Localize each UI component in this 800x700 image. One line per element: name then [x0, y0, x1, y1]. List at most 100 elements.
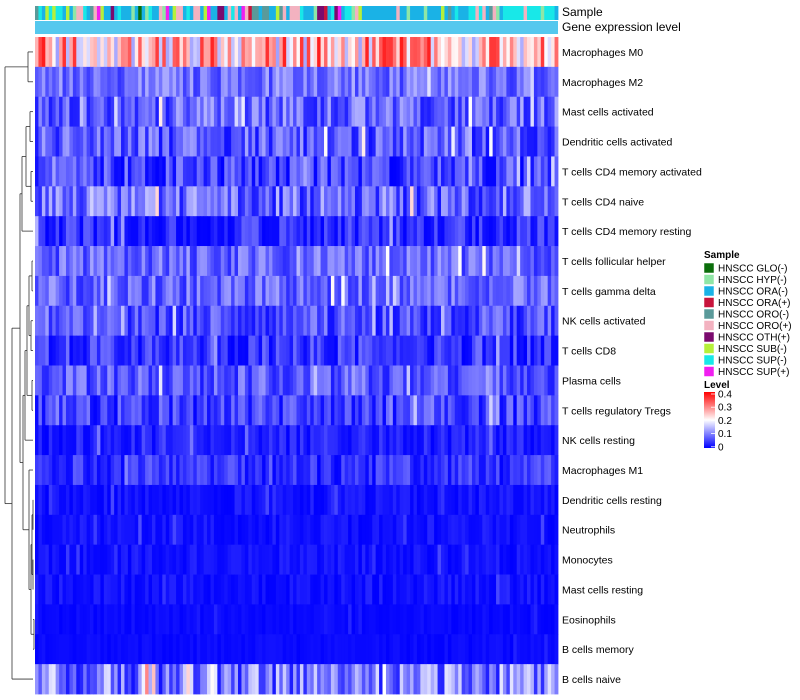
heatmap-cell — [430, 574, 435, 605]
heatmap-cell — [475, 246, 480, 277]
heatmap-cell — [306, 246, 311, 277]
heatmap-cell — [382, 604, 387, 635]
heatmap-cell — [100, 275, 105, 307]
heatmap-cell — [162, 156, 167, 187]
heatmap-cell — [544, 96, 549, 127]
heatmap-cell — [413, 544, 418, 575]
heatmap-cell — [327, 604, 332, 635]
heatmap-cell — [189, 335, 194, 366]
heatmap-cell — [392, 156, 397, 187]
heatmap-cell — [69, 37, 74, 68]
heatmap-cell — [35, 96, 39, 127]
heatmap-cell — [382, 246, 387, 277]
heatmap-cell — [59, 66, 63, 98]
heatmap-cell — [348, 216, 352, 247]
heatmap-cell — [244, 484, 249, 516]
heatmap-cell — [83, 37, 88, 68]
sample-annotation-cell — [465, 6, 469, 20]
heatmap-cell — [482, 37, 487, 68]
heatmap-cell — [361, 544, 366, 575]
heatmap-cell — [244, 186, 249, 217]
heatmap-cell — [121, 664, 125, 695]
heatmap-cell — [434, 96, 438, 127]
heatmap-cell — [399, 335, 404, 366]
heatmap-cell — [465, 216, 469, 247]
heatmap-cell — [103, 484, 108, 516]
heatmap-cell — [262, 365, 266, 396]
heatmap-cell — [279, 186, 284, 217]
sample-annotation-cell — [107, 6, 112, 20]
heatmap-cell — [72, 634, 77, 665]
heatmap-cell — [351, 455, 356, 486]
heatmap-cell — [482, 604, 487, 635]
heatmap-cell — [399, 634, 404, 665]
heatmap-cell — [138, 37, 143, 68]
heatmap-cell — [437, 305, 442, 337]
heatmap-cell — [255, 574, 260, 605]
heatmap-cell — [423, 186, 428, 217]
heatmap-cell — [134, 484, 139, 516]
heatmap-cell — [423, 216, 428, 247]
heatmap-cell — [76, 216, 81, 247]
heatmap-cell — [392, 574, 397, 605]
heatmap-cell — [62, 246, 67, 277]
heatmap-cell — [451, 96, 456, 127]
heatmap-cell — [134, 66, 139, 98]
heatmap-cell — [189, 216, 194, 247]
heatmap-cell — [313, 216, 318, 247]
heatmap-cell — [35, 425, 39, 456]
heatmap-cell — [141, 275, 146, 307]
heatmap-cell — [179, 66, 184, 98]
heatmap-cell — [138, 484, 143, 516]
heatmap-cell — [272, 275, 277, 307]
heatmap-cell — [337, 37, 342, 68]
heatmap-cell — [203, 156, 208, 187]
heatmap-cell — [537, 126, 542, 157]
heatmap-cell — [93, 305, 98, 337]
heatmap-cell — [320, 335, 325, 366]
sample-annotation-cell — [399, 6, 404, 20]
heatmap-cell — [554, 305, 559, 337]
heatmap-cell — [413, 216, 418, 247]
sample-legend-swatch — [703, 343, 715, 354]
heatmap-cell — [513, 126, 518, 157]
heatmap-cell — [306, 634, 311, 665]
heatmap-cell — [248, 126, 253, 157]
heatmap-cell — [251, 126, 256, 157]
heatmap-cell — [492, 455, 497, 486]
sample-annotation-cell — [341, 6, 346, 20]
heatmap-cell — [234, 335, 239, 366]
heatmap-cell — [365, 604, 370, 635]
heatmap-cell — [451, 126, 456, 157]
heatmap-cell — [410, 305, 414, 337]
heatmap-cell — [389, 66, 394, 98]
heatmap-cell — [131, 335, 136, 366]
heatmap-cell — [492, 156, 497, 187]
heatmap-cell — [392, 246, 397, 277]
heatmap-cell — [251, 216, 256, 247]
heatmap-cell — [59, 455, 63, 486]
heatmap-cell — [513, 664, 518, 695]
heatmap-cell — [492, 186, 497, 217]
heatmap-cell — [45, 37, 50, 68]
heatmap-cell — [138, 664, 143, 695]
heatmap-cell — [317, 664, 321, 695]
heatmap-cell — [62, 604, 67, 635]
heatmap-cell — [520, 574, 524, 605]
heatmap-cell — [41, 66, 46, 98]
heatmap-cell — [155, 455, 160, 486]
heatmap-cell — [385, 604, 390, 635]
heatmap-cell — [461, 335, 466, 366]
heatmap-cell — [361, 484, 366, 516]
heatmap-cell — [530, 455, 535, 486]
heatmap-cell — [282, 634, 287, 665]
heatmap-cell — [41, 37, 46, 68]
heatmap-cell — [69, 96, 74, 127]
heatmap-cell — [172, 365, 177, 396]
heatmap-cell — [516, 246, 521, 277]
heatmap-cell — [547, 156, 552, 187]
heatmap-cell — [59, 305, 63, 337]
heatmap-cell — [551, 37, 555, 68]
heatmap-cell — [196, 574, 201, 605]
heatmap-cell — [475, 425, 480, 456]
